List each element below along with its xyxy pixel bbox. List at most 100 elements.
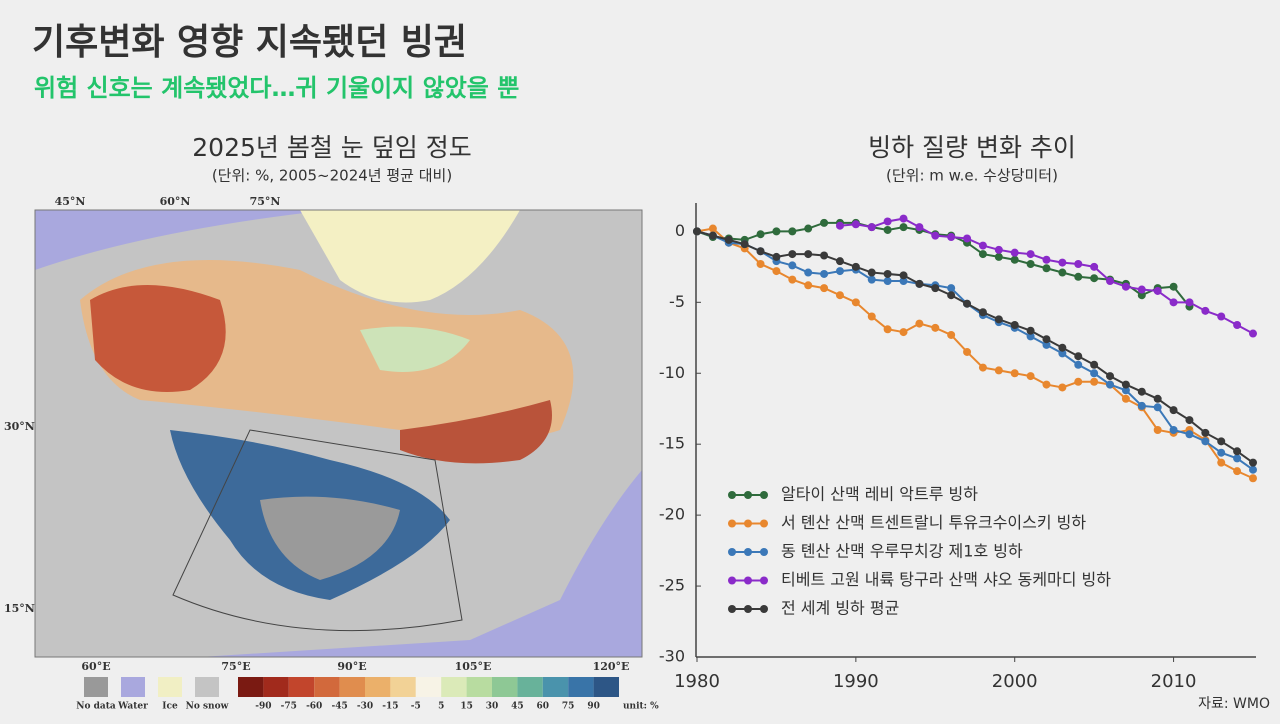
lon-label: 75°E — [221, 660, 250, 673]
data-point — [963, 234, 972, 243]
data-point — [1090, 369, 1099, 378]
colorbar-cell — [542, 677, 569, 697]
data-point — [1217, 448, 1226, 457]
colorbar-cell — [466, 677, 492, 697]
colorbar-label: 30 — [486, 702, 499, 712]
data-point — [994, 315, 1003, 324]
data-point — [1074, 360, 1083, 369]
data-point — [1233, 321, 1242, 330]
data-point — [1185, 298, 1194, 307]
map — [34, 209, 643, 658]
legend-swatch — [84, 677, 108, 697]
lon-label: 120°E — [593, 660, 630, 673]
colorbar-label: 15 — [460, 702, 473, 712]
data-point — [947, 233, 956, 242]
legend-marker — [760, 605, 768, 613]
data-point — [724, 235, 733, 244]
colorbar-cell — [314, 677, 340, 697]
y-tick-label: -20 — [659, 505, 685, 524]
data-point — [1058, 268, 1067, 277]
legend-label: Water — [117, 702, 148, 712]
x-tick-label: 1990 — [833, 671, 879, 692]
data-point — [1042, 380, 1051, 389]
legend-marker — [728, 605, 736, 613]
colorbar-cell — [288, 677, 315, 697]
data-point — [1026, 250, 1035, 259]
colorbar-label: 5 — [438, 702, 444, 712]
data-point — [1058, 383, 1067, 392]
data-point — [1074, 260, 1083, 269]
data-point — [1153, 286, 1162, 295]
data-point — [1137, 285, 1146, 294]
data-point — [1121, 380, 1130, 389]
data-point — [1121, 394, 1130, 403]
legend-label: 동 톈산 산맥 우루무치강 제1호 빙하 — [781, 542, 1023, 561]
data-point — [820, 218, 829, 227]
y-tick-label: -10 — [659, 363, 685, 382]
data-point — [772, 267, 781, 276]
data-point — [899, 277, 908, 286]
data-point — [1090, 274, 1099, 283]
data-point — [788, 275, 797, 284]
data-point — [1217, 312, 1226, 321]
data-point — [1201, 306, 1210, 315]
y-tick-label: -5 — [669, 292, 685, 311]
data-point — [835, 291, 844, 300]
legend-swatch — [158, 677, 182, 697]
data-point — [820, 269, 829, 278]
data-point — [899, 223, 908, 232]
legend-marker — [744, 491, 752, 499]
data-point — [1153, 426, 1162, 434]
colorbar-label: 60 — [537, 702, 550, 712]
data-point — [1233, 447, 1242, 456]
data-point — [883, 325, 892, 334]
data-point — [804, 250, 813, 259]
data-point — [1058, 258, 1067, 267]
data-point — [1106, 277, 1115, 286]
lat-label: 45°N — [55, 195, 86, 208]
data-point — [788, 227, 797, 236]
legend-marker — [728, 519, 736, 528]
legend-marker — [760, 519, 768, 528]
data-point — [1074, 352, 1083, 361]
data-point — [1185, 430, 1194, 439]
data-point — [788, 250, 797, 259]
chart-subtitle: (단위: m w.e. 수상당미터) — [886, 167, 1058, 185]
colorbar-label: -75 — [281, 702, 297, 712]
x-tick-label: 2010 — [1151, 671, 1197, 692]
data-point — [915, 279, 924, 288]
data-point — [978, 308, 987, 317]
series-line — [696, 230, 1254, 471]
data-point — [756, 230, 765, 239]
data-point — [851, 298, 860, 307]
data-point — [772, 227, 781, 236]
legend-marker — [760, 548, 768, 556]
data-point — [851, 262, 860, 271]
data-point — [708, 231, 717, 240]
data-point — [851, 220, 860, 229]
data-point — [1042, 340, 1051, 349]
data-point — [931, 323, 940, 332]
data-point — [740, 240, 749, 249]
lon-label: 105°E — [455, 660, 492, 673]
data-point — [994, 366, 1003, 375]
legend-label: No data — [76, 702, 116, 712]
colorbar-cell — [365, 677, 391, 697]
lat-label: 60°N — [160, 195, 191, 208]
data-point — [867, 268, 876, 277]
data-point — [1010, 321, 1019, 330]
data-point — [899, 328, 908, 337]
data-point — [867, 223, 876, 232]
colorbar-cell — [390, 677, 416, 697]
y-tick-label: -25 — [659, 576, 685, 595]
data-point — [1201, 437, 1210, 446]
colorbar-cell — [492, 677, 518, 697]
data-point — [708, 224, 717, 233]
data-point — [931, 284, 940, 293]
data-point — [1042, 335, 1051, 344]
colorbar-label: -90 — [255, 702, 271, 712]
data-point — [1249, 465, 1257, 474]
legend-label: 전 세계 빙하 평균 — [781, 599, 899, 618]
colorbar-label: -30 — [357, 702, 373, 712]
data-point — [1026, 372, 1035, 381]
